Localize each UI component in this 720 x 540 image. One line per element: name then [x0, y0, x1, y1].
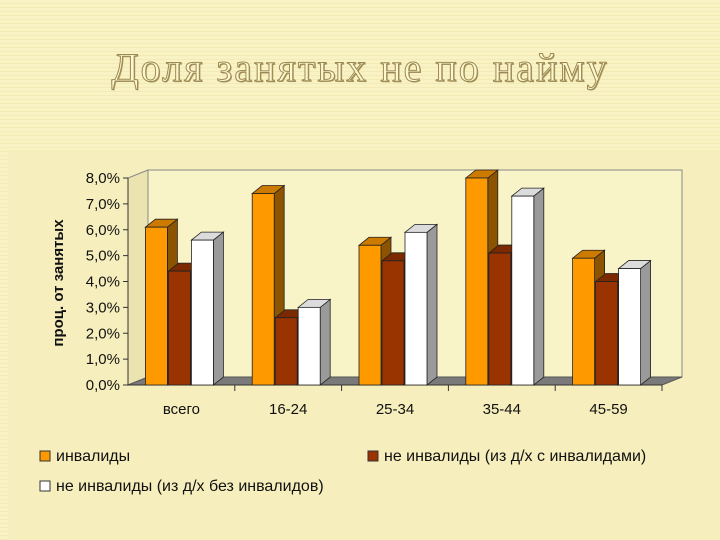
x-tick-label: 25-34 — [376, 401, 414, 418]
bar-front — [251, 193, 275, 386]
legend-label: не инвалиды (из д/х без инвалидов) — [56, 478, 324, 495]
bar — [510, 187, 545, 386]
x-tick-label: 16-24 — [269, 401, 307, 418]
x-tick-label: 45-59 — [589, 401, 627, 418]
bar-front — [190, 239, 214, 386]
slide-title: Доля занятых не по найму — [111, 45, 609, 91]
y-tick-label: 7,0% — [86, 196, 120, 213]
bar — [297, 298, 332, 386]
bar-front — [465, 177, 489, 386]
legend-label: инвалиды — [56, 448, 130, 465]
bar-front — [358, 244, 382, 386]
bar-front — [144, 226, 168, 386]
bar-side — [212, 231, 224, 386]
bar-front — [404, 231, 428, 386]
y-tick-label: 1,0% — [86, 351, 120, 368]
bar-front — [488, 252, 512, 386]
y-tick-label: 6,0% — [86, 222, 120, 239]
bar-front — [167, 270, 191, 386]
y-tick-label: 0,0% — [86, 377, 120, 394]
x-tick-label: всего — [163, 401, 200, 418]
x-tick-label: 35-44 — [483, 401, 521, 418]
bar-side — [319, 298, 331, 386]
y-tick-label: 5,0% — [86, 248, 120, 265]
bar — [403, 223, 439, 386]
bar — [190, 231, 225, 386]
y-tick-label: 3,0% — [86, 299, 120, 316]
bar-front — [274, 317, 298, 386]
bar — [617, 259, 652, 386]
bar-side — [533, 187, 545, 386]
bar-front — [381, 260, 405, 386]
y-tick-label: 8,0% — [86, 170, 120, 187]
bar-side — [426, 223, 438, 386]
bar-front — [297, 306, 321, 386]
y-tick-label: 2,0% — [86, 325, 120, 342]
bar-front — [618, 268, 641, 386]
y-tick-label: 4,0% — [86, 274, 120, 291]
legend-swatch — [39, 480, 51, 492]
bar-side — [640, 259, 651, 386]
bar-front — [511, 195, 535, 386]
bar-front — [572, 257, 595, 386]
legend-swatch — [39, 450, 51, 462]
bar-front — [595, 281, 618, 386]
y-axis-label: проц. от занятых — [50, 219, 67, 347]
legend-swatch — [367, 450, 379, 462]
legend-label: не инвалиды (из д/х с инвалидами) — [384, 448, 646, 465]
